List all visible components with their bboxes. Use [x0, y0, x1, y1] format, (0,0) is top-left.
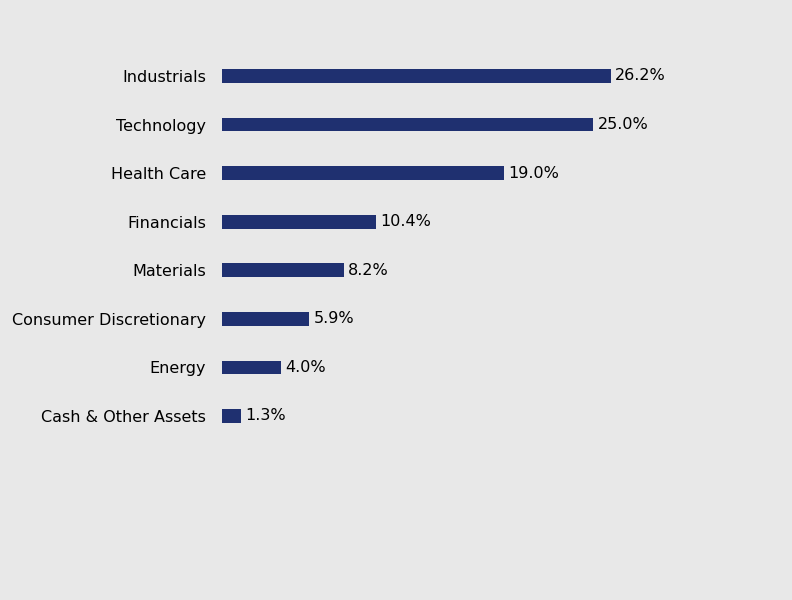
Text: 8.2%: 8.2% [348, 263, 389, 278]
Text: 4.0%: 4.0% [286, 360, 326, 375]
Bar [222, 409, 241, 423]
Bar [222, 312, 310, 326]
Text: 26.2%: 26.2% [615, 68, 666, 83]
Bar [222, 263, 344, 277]
Bar [222, 215, 376, 229]
Bar [222, 69, 611, 83]
Bar [222, 361, 281, 374]
Text: 1.3%: 1.3% [246, 409, 286, 424]
Text: 10.4%: 10.4% [381, 214, 432, 229]
Text: 19.0%: 19.0% [508, 166, 559, 181]
Text: 5.9%: 5.9% [314, 311, 355, 326]
Bar [222, 118, 593, 131]
Text: 25.0%: 25.0% [597, 117, 648, 132]
Bar [222, 166, 504, 180]
